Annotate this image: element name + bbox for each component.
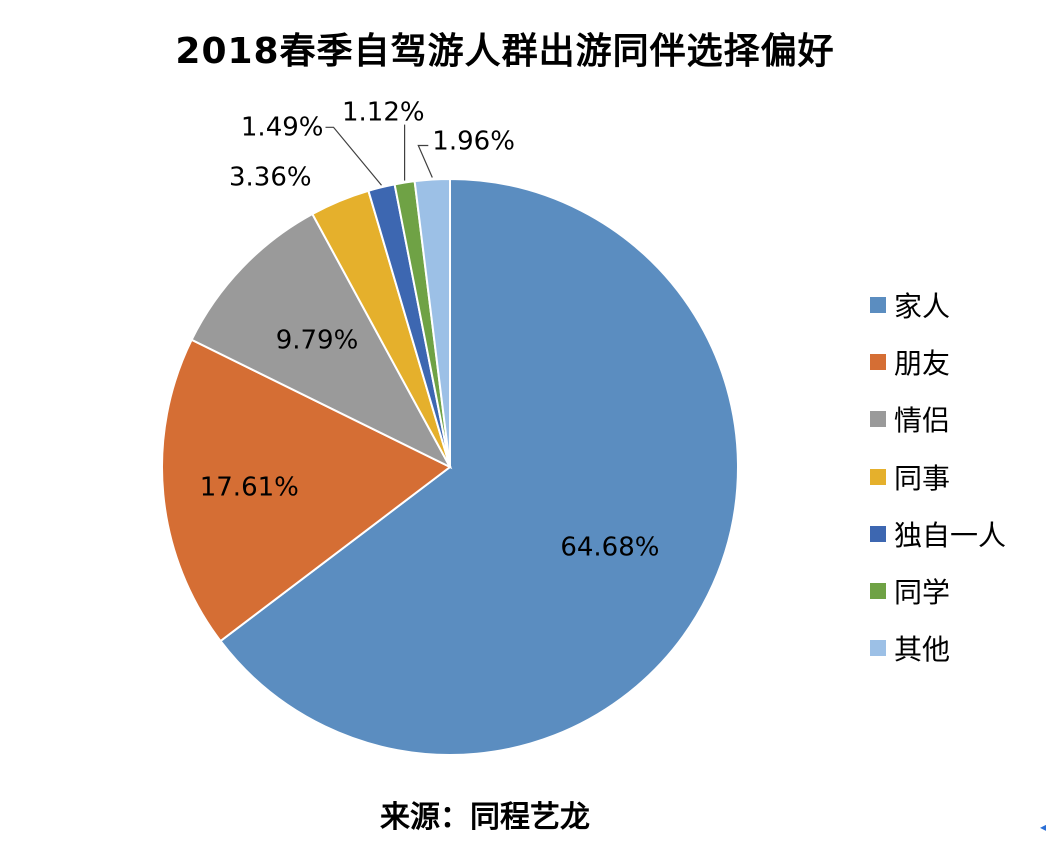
data-label-同学: 1.12% bbox=[342, 98, 425, 128]
legend-item-朋友: 朋友 bbox=[870, 333, 1040, 390]
leader-lines bbox=[325, 124, 433, 186]
legend-swatch-icon bbox=[870, 640, 886, 657]
legend-item-同事: 同事 bbox=[870, 448, 1040, 505]
legend-item-情侣: 情侣 bbox=[870, 391, 1040, 448]
data-label-朋友: 17.61% bbox=[200, 472, 299, 502]
legend-item-其他: 其他 bbox=[870, 620, 1040, 677]
slice-2-情侣 bbox=[190, 212, 453, 470]
legend-item-家人: 家人 bbox=[870, 276, 1040, 333]
legend-swatch-icon bbox=[870, 296, 886, 313]
data-labels: 64.68% 17.61% 9.79% 3.36% 1.49% 1.12%1.96% bbox=[200, 98, 660, 563]
leader-line-独自一人 bbox=[325, 126, 382, 186]
data-label-家人: 64.68% bbox=[560, 532, 659, 562]
chart-legend: 家人朋友情侣同事独自一人同学其他 bbox=[870, 276, 1040, 677]
legend-swatch-icon bbox=[870, 583, 886, 600]
data-label-同事: 3.36% bbox=[229, 163, 312, 193]
data-label-独自一人: 1.49% bbox=[241, 112, 324, 142]
legend-swatch-icon bbox=[870, 353, 886, 370]
legend-label: 同学 bbox=[894, 576, 951, 610]
legend-label: 家人 bbox=[894, 289, 951, 323]
source-note: 来源：同程艺龙 bbox=[380, 800, 590, 835]
legend-label: 其他 bbox=[894, 633, 951, 667]
legend-swatch-icon bbox=[870, 525, 886, 542]
slice-1-朋友 bbox=[161, 338, 452, 643]
legend-swatch-icon bbox=[870, 468, 886, 485]
legend-label: 情侣 bbox=[894, 404, 951, 438]
data-label-情侣: 9.79% bbox=[276, 325, 359, 355]
legend-label: 独自一人 bbox=[894, 518, 1007, 552]
chart-title: 2018春季自驾游人群出游同伴选择偏好 bbox=[175, 31, 835, 72]
pie-slices bbox=[161, 177, 739, 756]
legend-label: 同事 bbox=[894, 461, 951, 495]
slice-6-其他 bbox=[413, 177, 451, 468]
data-label-其他: 1.96% bbox=[432, 127, 515, 157]
legend-item-同学: 同学 bbox=[870, 562, 1040, 619]
leader-line-其他 bbox=[417, 144, 433, 178]
legend-label: 朋友 bbox=[894, 346, 951, 380]
slice-0-家人 bbox=[219, 177, 739, 756]
legend-swatch-icon bbox=[870, 411, 886, 428]
corner-mark-icon: ◂ bbox=[1039, 820, 1046, 834]
legend-item-独自一人: 独自一人 bbox=[870, 505, 1040, 562]
